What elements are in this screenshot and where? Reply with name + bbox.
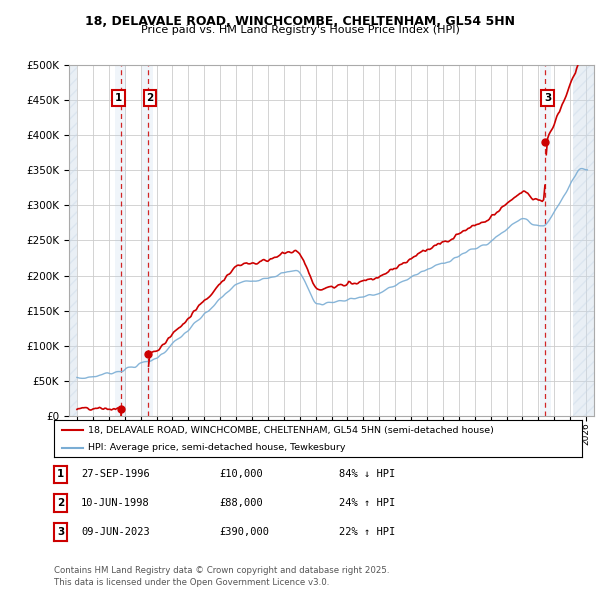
Text: £88,000: £88,000 (219, 498, 263, 507)
Bar (142, 65, 153, 416)
Text: 2: 2 (146, 93, 154, 103)
Text: 27-SEP-1996: 27-SEP-1996 (81, 469, 150, 478)
Text: £390,000: £390,000 (219, 527, 269, 536)
Bar (115, 65, 126, 416)
Text: 3: 3 (57, 527, 64, 537)
Text: Contains HM Land Registry data © Crown copyright and database right 2025.
This d: Contains HM Land Registry data © Crown c… (54, 566, 389, 587)
Text: 24% ↑ HPI: 24% ↑ HPI (339, 498, 395, 507)
Text: 09-JUN-2023: 09-JUN-2023 (81, 527, 150, 536)
Bar (69, 65, 77, 416)
Text: 1: 1 (115, 93, 122, 103)
Bar (540, 65, 551, 416)
Text: 1: 1 (57, 470, 64, 479)
Text: 3: 3 (544, 93, 551, 103)
Text: 84% ↓ HPI: 84% ↓ HPI (339, 469, 395, 478)
Text: 22% ↑ HPI: 22% ↑ HPI (339, 527, 395, 536)
Text: Price paid vs. HM Land Registry's House Price Index (HPI): Price paid vs. HM Land Registry's House … (140, 25, 460, 35)
Text: 2: 2 (57, 499, 64, 508)
Text: 18, DELAVALE ROAD, WINCHCOMBE, CHELTENHAM, GL54 5HN: 18, DELAVALE ROAD, WINCHCOMBE, CHELTENHA… (85, 15, 515, 28)
Text: £10,000: £10,000 (219, 469, 263, 478)
Text: 18, DELAVALE ROAD, WINCHCOMBE, CHELTENHAM, GL54 5HN (semi-detached house): 18, DELAVALE ROAD, WINCHCOMBE, CHELTENHA… (88, 426, 494, 435)
Bar (573, 65, 594, 416)
Text: 10-JUN-1998: 10-JUN-1998 (81, 498, 150, 507)
Text: HPI: Average price, semi-detached house, Tewkesbury: HPI: Average price, semi-detached house,… (88, 444, 346, 453)
